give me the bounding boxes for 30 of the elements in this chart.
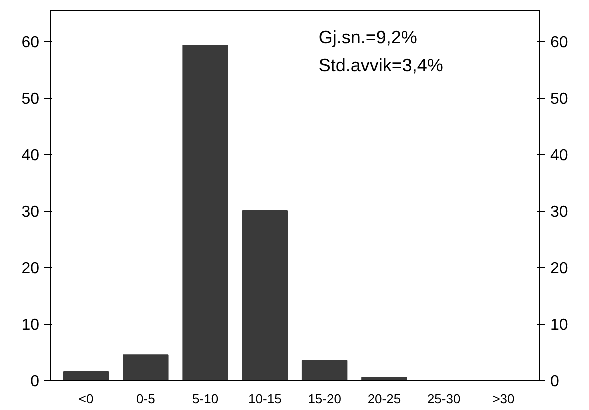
y-tick-label: 50 xyxy=(22,91,40,108)
bar xyxy=(302,360,348,380)
bar xyxy=(362,377,408,380)
y2-tick-label: 60 xyxy=(550,34,568,52)
y2-tick-label: 0 xyxy=(550,374,560,390)
bar xyxy=(63,372,110,380)
bar xyxy=(182,45,228,380)
y2-tick-label: 40 xyxy=(550,148,568,165)
y-tick-label: 0 xyxy=(30,374,40,390)
x-tick-label: 5-10 xyxy=(192,392,219,406)
x-tick-label: 20-25 xyxy=(368,392,402,406)
y2-tick-label: 10 xyxy=(550,317,568,334)
x-tick-label: 15-20 xyxy=(308,392,342,406)
bar xyxy=(242,210,288,380)
annotation: Std.avvik=3,4% xyxy=(318,56,444,76)
bar xyxy=(123,354,169,380)
y-tick-label: 60 xyxy=(22,34,40,52)
y-tick-label: 20 xyxy=(22,260,40,278)
y-tick-label: 30 xyxy=(22,204,40,222)
x-tick-label: 10-15 xyxy=(248,392,282,406)
y-tick-label: 10 xyxy=(22,317,40,334)
x-tick-label: 25-30 xyxy=(427,392,461,406)
x-tick-label: <0 xyxy=(78,392,94,406)
x-tick-label: 0-5 xyxy=(136,392,156,406)
x-tick-label: >30 xyxy=(492,392,515,406)
y2-tick-label: 50 xyxy=(550,91,568,108)
annotation: Gj.sn.=9,2% xyxy=(318,27,418,48)
y-tick-label: 40 xyxy=(22,148,40,165)
y2-tick-label: 20 xyxy=(550,260,568,278)
y2-tick-label: 30 xyxy=(550,204,568,222)
